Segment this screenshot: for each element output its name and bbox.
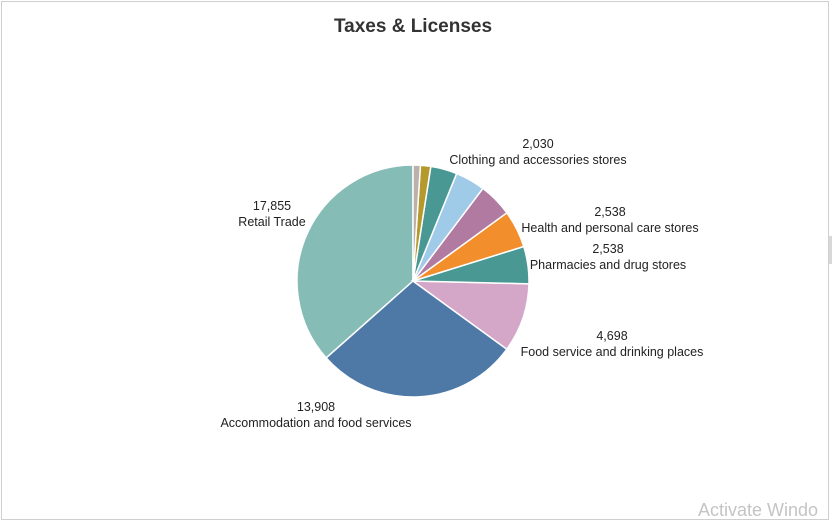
- pie-slice[interactable]: [412, 164, 422, 282]
- pie-slice[interactable]: [325, 280, 508, 398]
- slice-category-label: Accommodation and food services: [220, 416, 411, 430]
- slice-category-label: Pharmacies and drug stores: [530, 258, 686, 272]
- slice-value-label: 2,030: [522, 137, 553, 151]
- activation-watermark: Activate Windo: [698, 500, 819, 520]
- slice-category-label: Clothing and accessories stores: [449, 153, 626, 167]
- slice-value-label: 2,538: [594, 205, 625, 219]
- slice-value-label: 2,538: [592, 242, 623, 256]
- slice-category-label: Food service and drinking places: [521, 345, 704, 359]
- slice-category-label: Health and personal care stores: [521, 221, 698, 235]
- slice-value-label: 17,855: [253, 199, 291, 213]
- scrollbar-edge: [829, 236, 832, 264]
- slice-category-label: Retail Trade: [238, 215, 305, 229]
- slice-value-label: 4,698: [596, 329, 627, 343]
- chart-title: Taxes & Licenses: [333, 16, 493, 37]
- slice-value-label: 13,908: [297, 400, 335, 414]
- pie-slice[interactable]: [296, 164, 414, 359]
